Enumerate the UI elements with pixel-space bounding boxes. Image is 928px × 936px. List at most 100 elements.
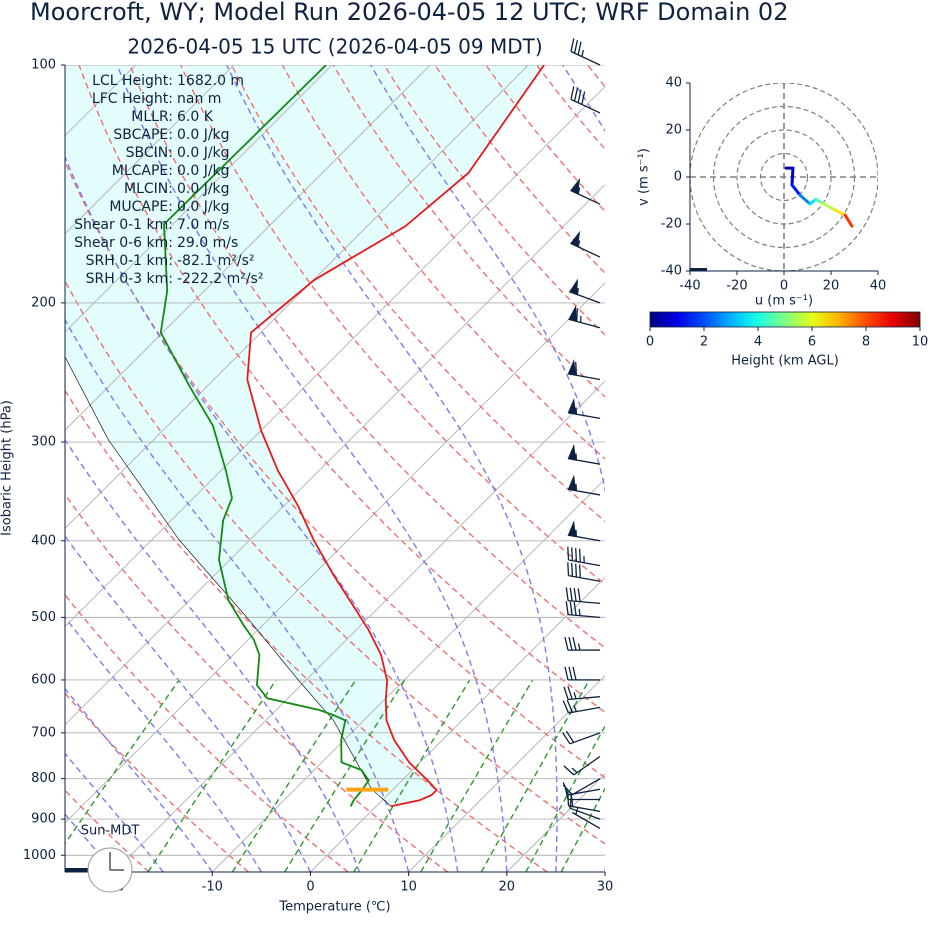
param-value: 29.0 m/s bbox=[177, 235, 238, 251]
hodo-segment bbox=[843, 213, 854, 228]
param-label: MLCIN: bbox=[124, 181, 173, 197]
param-label: LCL Height: bbox=[92, 73, 173, 89]
wind-barb bbox=[565, 587, 601, 605]
logo-bar bbox=[65, 868, 88, 872]
param-label: Shear 0-6 km: bbox=[74, 235, 173, 251]
chart-title: Moorcroft, WY; Model Run 2026-04-05 12 U… bbox=[30, 0, 788, 26]
moist-adiabat bbox=[65, 318, 410, 872]
isotherm bbox=[310, 576, 605, 872]
wind-barb bbox=[562, 699, 601, 714]
mixing-ratio-line bbox=[147, 679, 277, 872]
isotherm bbox=[65, 65, 235, 235]
x-tick-label: -10 bbox=[202, 880, 223, 895]
mixing-ratio-line bbox=[480, 679, 591, 872]
wind-barb bbox=[563, 686, 601, 701]
moist-adiabat bbox=[65, 438, 361, 872]
dewpoint-line bbox=[159, 65, 370, 807]
isotherm bbox=[65, 282, 605, 824]
param-label: MLCAPE: bbox=[112, 163, 173, 179]
isotherm bbox=[65, 65, 529, 530]
wind-barb bbox=[567, 359, 601, 381]
cin-shade bbox=[65, 65, 545, 807]
y-tick-label: 100 bbox=[31, 58, 56, 73]
param-value: 7.0 m/s bbox=[177, 217, 229, 233]
param-value: 0.0 J/kg bbox=[177, 145, 230, 161]
x-axis-label: u (m s⁻¹) bbox=[755, 294, 813, 309]
y-tick-label: 500 bbox=[31, 610, 56, 625]
param-value: -222.2 m²/s² bbox=[177, 271, 263, 287]
param-label: SRH 0-3 km: bbox=[86, 271, 173, 287]
wind-barb bbox=[567, 562, 601, 582]
y-axis-label: v (m s⁻¹) bbox=[637, 148, 652, 206]
colorbar-tick-label: 4 bbox=[754, 335, 762, 350]
wind-barb bbox=[562, 730, 601, 745]
param-value: 0.0 J/kg bbox=[177, 199, 230, 215]
isotherm bbox=[65, 85, 605, 628]
isotherm bbox=[408, 674, 605, 872]
x-tick-label: -40 bbox=[679, 279, 700, 294]
moist-adiabat bbox=[65, 752, 164, 872]
wind-barb bbox=[567, 546, 601, 567]
hodo-segment bbox=[833, 208, 847, 217]
x-tick-label: 20 bbox=[823, 279, 840, 294]
wind-barb bbox=[571, 807, 601, 830]
mixing-ratio-line bbox=[420, 679, 534, 872]
dry-adiabat bbox=[65, 160, 605, 779]
moist-adiabat bbox=[65, 616, 262, 872]
timezone-label: Sun-MDT bbox=[81, 824, 140, 839]
wind-barb bbox=[563, 755, 601, 776]
hodo-area bbox=[690, 83, 878, 271]
param-value: -82.1 m²/s² bbox=[177, 253, 255, 269]
mixing-ratio-line bbox=[525, 724, 605, 872]
y-tick-label: 40 bbox=[665, 76, 682, 91]
moist-adiabat bbox=[116, 65, 508, 872]
param-label: LFC Height: bbox=[92, 91, 173, 107]
hodo-segment bbox=[790, 183, 802, 197]
param-value: 6.0 K bbox=[177, 109, 214, 125]
dry-adiabat bbox=[281, 65, 605, 460]
isotherm bbox=[113, 380, 605, 872]
y-tick-label: -20 bbox=[661, 217, 682, 232]
y-tick-label: 0 bbox=[674, 170, 682, 185]
moist-adiabat bbox=[65, 687, 213, 872]
dry-adiabat bbox=[65, 692, 249, 872]
y-tick-label: -40 bbox=[661, 264, 682, 279]
wind-barb bbox=[569, 230, 601, 258]
logo-bar bbox=[690, 268, 707, 271]
wind-barb bbox=[569, 177, 601, 205]
colorbar-tick-label: 8 bbox=[862, 335, 870, 350]
wind-barb bbox=[567, 398, 601, 420]
y-tick-label: 700 bbox=[31, 725, 56, 740]
wind-barb bbox=[565, 601, 601, 619]
y-tick-label: 300 bbox=[31, 435, 56, 450]
colorbar-tick-label: 10 bbox=[912, 335, 928, 350]
x-tick-label: 10 bbox=[400, 880, 417, 895]
dry-adiabat bbox=[65, 279, 605, 845]
x-tick-label: 0 bbox=[780, 279, 788, 294]
dry-adiabat bbox=[332, 65, 605, 398]
moist-adiabat bbox=[65, 155, 459, 872]
moist-adiabat bbox=[65, 813, 115, 872]
hodo-segment bbox=[820, 201, 837, 212]
wind-barb bbox=[567, 443, 601, 465]
mixing-ratio-line bbox=[560, 787, 605, 872]
wind-barb bbox=[564, 636, 601, 651]
param-value: 1682.0 m bbox=[177, 73, 244, 89]
chart-subtitle: 2026-04-05 15 UTC (2026-04-05 09 MDT) bbox=[127, 35, 542, 59]
param-value: 0.0 J/kg bbox=[177, 181, 230, 197]
wind-barb bbox=[567, 474, 601, 496]
isotherm bbox=[65, 65, 333, 333]
y-tick-label: 800 bbox=[31, 771, 56, 786]
dry-adiabat bbox=[65, 493, 449, 872]
wind-barb bbox=[567, 792, 601, 813]
wind-barb bbox=[567, 520, 601, 542]
wind-barb bbox=[570, 86, 601, 114]
colorbar-tick-label: 6 bbox=[808, 335, 816, 350]
dry-adiabat bbox=[129, 65, 605, 649]
moist-adiabat bbox=[65, 535, 312, 872]
wind-barb bbox=[568, 278, 601, 304]
x-tick-label: -20 bbox=[726, 279, 747, 294]
skewt-plot: 1002003004005006007008009001000-20-10010… bbox=[23, 38, 613, 895]
